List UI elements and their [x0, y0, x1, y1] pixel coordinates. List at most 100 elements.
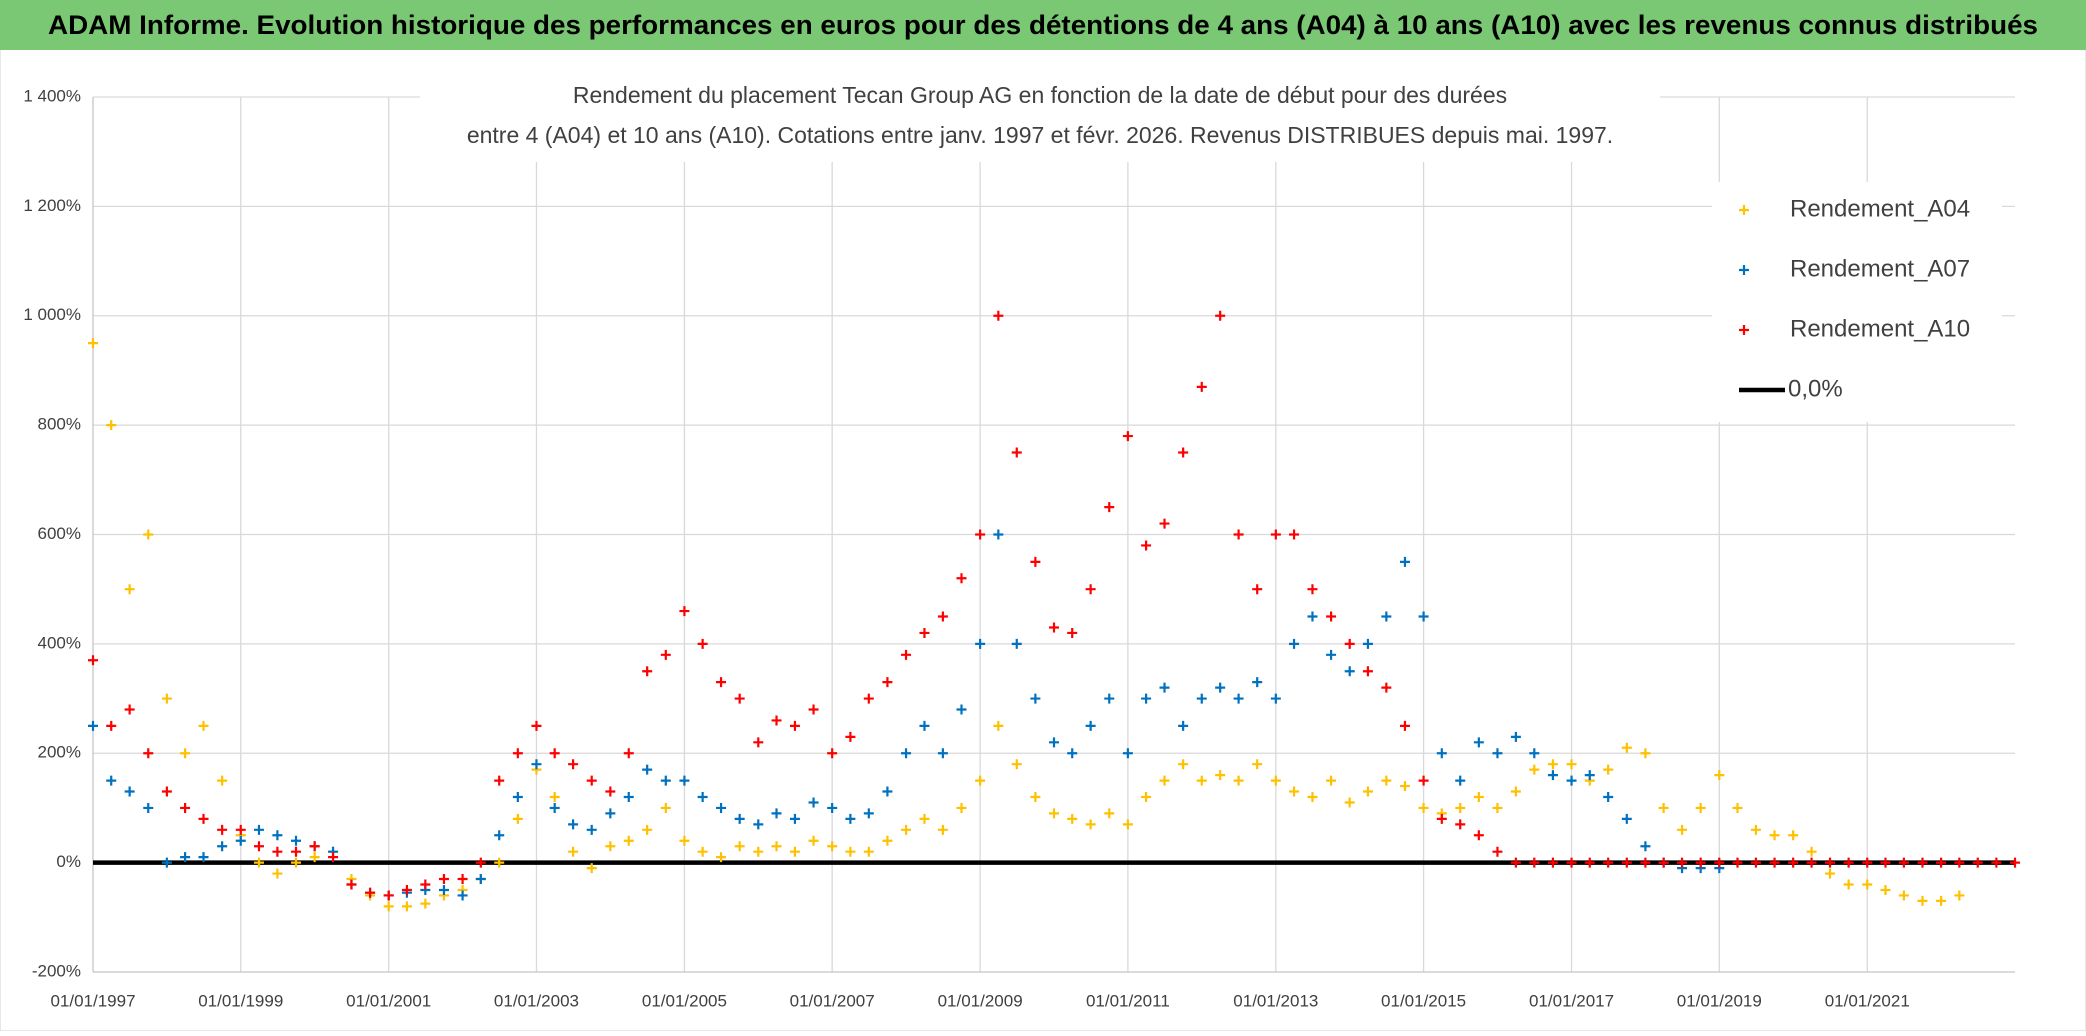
point — [1252, 584, 1263, 595]
point — [235, 824, 246, 835]
point — [1658, 802, 1669, 813]
point — [1492, 748, 1503, 759]
point — [1159, 775, 1170, 786]
point — [697, 846, 708, 857]
point — [1252, 677, 1263, 688]
point — [975, 775, 986, 786]
point — [124, 704, 135, 715]
point — [549, 792, 560, 802]
point — [457, 890, 468, 901]
y-tick-label: 800% — [38, 415, 81, 434]
point — [1067, 627, 1078, 638]
point — [623, 792, 634, 802]
point — [291, 857, 302, 868]
point — [1399, 556, 1410, 567]
point — [1381, 682, 1392, 693]
y-tick-label: -200% — [32, 961, 81, 980]
point — [198, 813, 209, 824]
point — [1178, 447, 1189, 458]
point — [1750, 857, 1761, 868]
point — [1936, 895, 1947, 906]
point — [1270, 775, 1281, 786]
point — [1510, 731, 1521, 742]
point — [679, 835, 690, 846]
legend-swatch — [1739, 265, 1749, 275]
point — [1418, 802, 1429, 813]
point — [771, 715, 782, 726]
point — [1215, 770, 1226, 781]
point — [1289, 786, 1300, 797]
point — [1307, 584, 1318, 595]
point — [1640, 841, 1651, 852]
header-title: ADAM Informe. Evolution historique des p… — [48, 10, 2038, 40]
y-tick-label: 400% — [38, 633, 81, 652]
chart-subtitle: entre 4 (A04) et 10 ans (A10). Cotations… — [467, 122, 1613, 148]
point — [1991, 857, 2002, 868]
point — [1547, 770, 1558, 781]
y-tick-label: 1 000% — [23, 305, 81, 324]
point — [827, 841, 838, 852]
point — [1473, 830, 1484, 841]
x-tick-label: 01/01/2001 — [346, 991, 431, 1010]
point — [291, 835, 302, 846]
point — [1196, 381, 1207, 392]
point — [1455, 802, 1466, 813]
point — [605, 841, 616, 852]
point — [716, 852, 727, 863]
point — [1344, 638, 1355, 649]
point — [1326, 611, 1337, 622]
point — [1418, 775, 1429, 786]
point — [124, 786, 135, 797]
point — [1584, 857, 1595, 868]
point — [1825, 868, 1836, 879]
point — [512, 748, 523, 759]
x-tick-label: 01/01/2011 — [1086, 991, 1170, 1010]
point — [1233, 693, 1244, 704]
legend-label: Rendement_A10 — [1790, 315, 1970, 342]
point — [383, 901, 394, 912]
point — [716, 802, 727, 813]
point — [88, 338, 98, 349]
point — [1233, 529, 1244, 540]
point — [420, 898, 431, 909]
point — [753, 819, 764, 830]
point — [475, 857, 486, 868]
point — [568, 759, 579, 770]
point — [272, 868, 283, 879]
point — [291, 846, 302, 857]
point — [180, 802, 191, 813]
point — [1750, 824, 1761, 835]
point — [1566, 857, 1577, 868]
point — [586, 824, 597, 835]
point — [106, 775, 117, 786]
point — [660, 649, 671, 660]
point — [438, 874, 449, 885]
point — [845, 731, 856, 742]
point — [309, 841, 320, 852]
point — [1289, 638, 1300, 649]
point — [863, 846, 874, 857]
point — [1399, 781, 1410, 792]
point — [1085, 584, 1096, 595]
point — [1769, 830, 1780, 841]
point — [1529, 748, 1540, 759]
legend-swatch — [1739, 325, 1749, 335]
point — [88, 655, 98, 666]
point — [1104, 808, 1115, 819]
point — [827, 748, 838, 759]
point — [1547, 759, 1558, 770]
point — [660, 775, 671, 786]
point — [605, 786, 616, 797]
point — [198, 852, 209, 863]
point — [1030, 556, 1041, 567]
point — [1196, 693, 1207, 704]
point — [1658, 857, 1669, 868]
point — [808, 797, 819, 808]
point — [401, 901, 412, 912]
point — [1621, 742, 1632, 753]
point — [475, 874, 486, 885]
point — [937, 611, 948, 622]
chart-title: Rendement du placement Tecan Group AG en… — [573, 82, 1507, 108]
point — [346, 879, 357, 890]
point — [1418, 611, 1429, 622]
